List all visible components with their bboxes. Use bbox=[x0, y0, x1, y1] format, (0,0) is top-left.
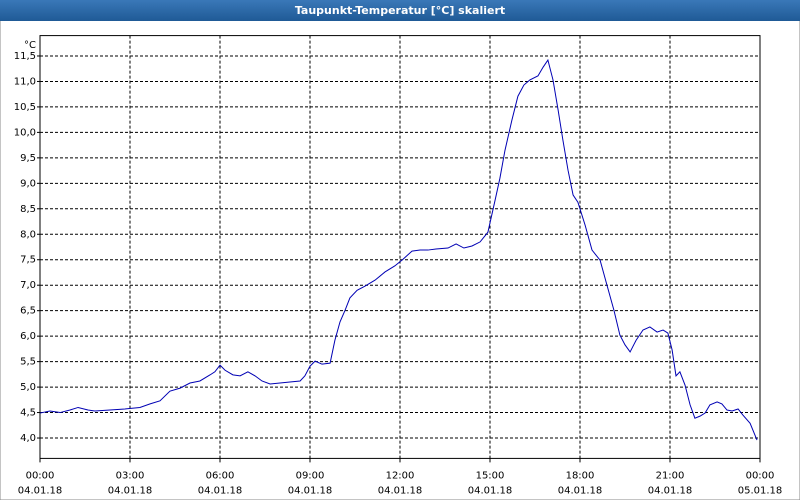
x-tick-date: 05.01.18 bbox=[738, 485, 783, 496]
y-tick-label: 6,0 bbox=[20, 331, 36, 342]
x-tick-date: 04.01.18 bbox=[648, 485, 693, 496]
title-bar bbox=[0, 0, 800, 21]
x-tick-date: 04.01.18 bbox=[468, 485, 513, 496]
y-tick-label: 7,0 bbox=[20, 280, 36, 291]
data-line bbox=[39, 58, 758, 441]
chart-title: Taupunkt-Temperatur [°C] skaliert bbox=[295, 4, 505, 17]
x-tick-label: 18:00 bbox=[566, 470, 595, 481]
x-tick-date: 04.01.18 bbox=[288, 485, 333, 496]
x-tick-date: 04.01.18 bbox=[198, 485, 243, 496]
y-tick-label: 4,5 bbox=[20, 408, 36, 419]
y-tick-label: 9,0 bbox=[20, 178, 36, 189]
y-tick-label: 8,5 bbox=[20, 204, 36, 215]
y-tick-label: 9,5 bbox=[20, 153, 36, 164]
x-tick-label: 09:00 bbox=[296, 470, 325, 481]
x-tick-label: 03:00 bbox=[116, 470, 145, 481]
y-tick-label: 4,0 bbox=[20, 433, 36, 444]
y-tick-label: 10,5 bbox=[14, 102, 36, 113]
y-tick-label: 5,5 bbox=[20, 357, 36, 368]
x-tick-label: 21:00 bbox=[656, 470, 685, 481]
y-unit: °C bbox=[24, 40, 36, 51]
x-tick-date: 04.01.18 bbox=[18, 485, 63, 496]
x-tick-date: 04.01.18 bbox=[108, 485, 153, 496]
y-tick-label: 5,0 bbox=[20, 382, 36, 393]
x-tick-date: 04.01.18 bbox=[558, 485, 603, 496]
x-tick-label: 15:00 bbox=[476, 470, 505, 481]
x-tick-date: 04.01.18 bbox=[378, 485, 423, 496]
x-tick-label: 12:00 bbox=[386, 470, 415, 481]
y-tick-label: 6,5 bbox=[20, 306, 36, 317]
y-tick-label: 11,5 bbox=[14, 51, 36, 62]
x-tick-label: 00:00 bbox=[26, 470, 55, 481]
y-tick-label: 7,5 bbox=[20, 255, 36, 266]
y-tick-label: 10,0 bbox=[14, 127, 36, 138]
y-tick-label: 11,0 bbox=[14, 76, 36, 87]
x-tick-label: 06:00 bbox=[206, 470, 235, 481]
y-tick-label: 8,0 bbox=[20, 229, 36, 240]
x-tick-label: 00:00 bbox=[746, 470, 775, 481]
